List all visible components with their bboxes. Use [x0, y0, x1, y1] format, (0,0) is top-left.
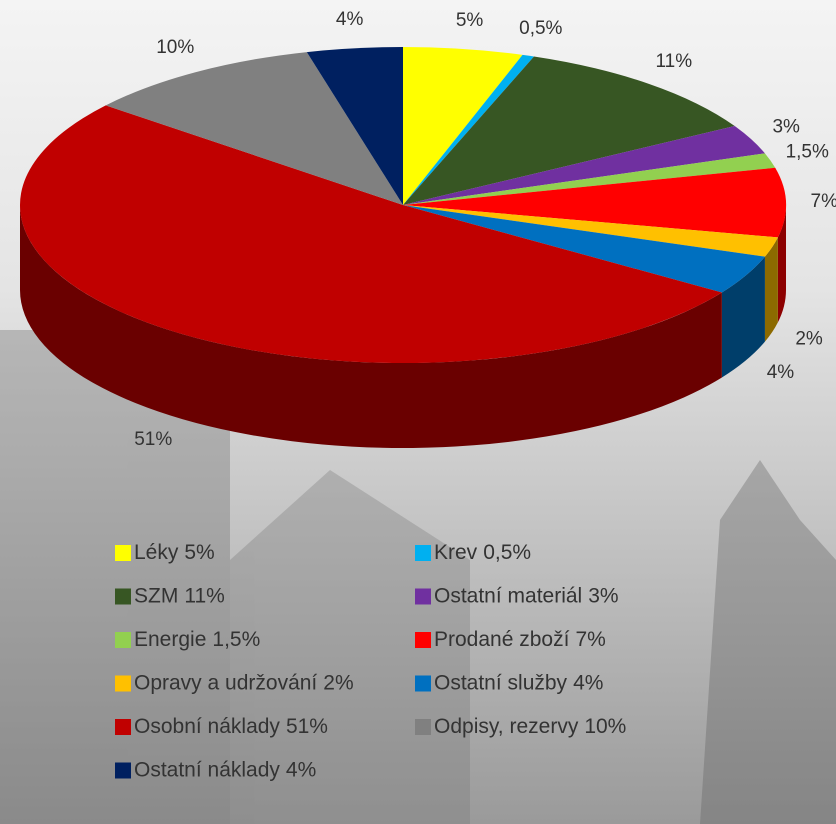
legend-swatch	[115, 632, 131, 648]
legend-name: Opravy a udržování	[134, 671, 317, 694]
legend-value: 1,5%	[212, 628, 260, 651]
data-label: 0,5%	[519, 18, 562, 39]
legend-label: Osobní náklady 51%	[134, 715, 328, 738]
legend-swatch	[415, 589, 431, 605]
data-label: 2%	[795, 329, 823, 350]
legend-swatch	[115, 763, 131, 779]
legend-name: Prodané zboží	[434, 628, 570, 651]
legend-name: Krev	[434, 541, 478, 564]
legend-name: SZM	[134, 584, 178, 607]
data-label: 5%	[456, 10, 484, 31]
data-label: 4%	[336, 9, 364, 30]
legend-value: 10%	[584, 715, 626, 738]
legend-value: 2%	[323, 671, 353, 694]
legend-swatch	[415, 632, 431, 648]
data-label: 1,5%	[786, 141, 829, 162]
legend-swatch	[115, 545, 131, 561]
legend-label: Ostatní náklady 4%	[134, 758, 316, 781]
legend-name: Odpisy, rezervy	[434, 715, 579, 738]
legend-value: 3%	[588, 584, 618, 607]
legend-name: Léky	[134, 541, 179, 564]
data-label: 7%	[811, 191, 836, 212]
legend-value: 51%	[286, 715, 328, 738]
legend-value: 0,5%	[483, 541, 531, 564]
legend-value: 4%	[286, 758, 316, 781]
legend-swatch	[415, 545, 431, 561]
legend-name: Energie	[134, 628, 206, 651]
chart: 5%0,5%11%3%1,5%7%2%4%51%10%4% Léky5%Krev…	[0, 0, 836, 824]
legend-name: Ostatní služby	[434, 671, 568, 694]
legend-value: 11%	[184, 584, 224, 607]
legend-swatch	[115, 676, 131, 692]
data-label: 51%	[134, 429, 172, 450]
legend-swatch	[415, 719, 431, 735]
legend-name: Ostatní náklady	[134, 758, 280, 781]
legend-name: Osobní náklady	[134, 715, 280, 738]
data-label: 11%	[655, 51, 692, 72]
data-label: 10%	[156, 37, 194, 58]
legend-swatch	[115, 719, 131, 735]
legend-value: 5%	[184, 541, 214, 564]
data-label: 4%	[767, 362, 795, 383]
legend-label: Energie 1,5%	[134, 628, 260, 651]
legend-label: Ostatní materiál 3%	[434, 584, 619, 607]
legend-name: Ostatní materiál	[434, 584, 582, 607]
legend-swatch	[415, 676, 431, 692]
data-label: 3%	[772, 117, 800, 138]
legend-value: 4%	[573, 671, 603, 694]
legend-swatch	[115, 589, 131, 605]
legend-value: 7%	[575, 628, 605, 651]
